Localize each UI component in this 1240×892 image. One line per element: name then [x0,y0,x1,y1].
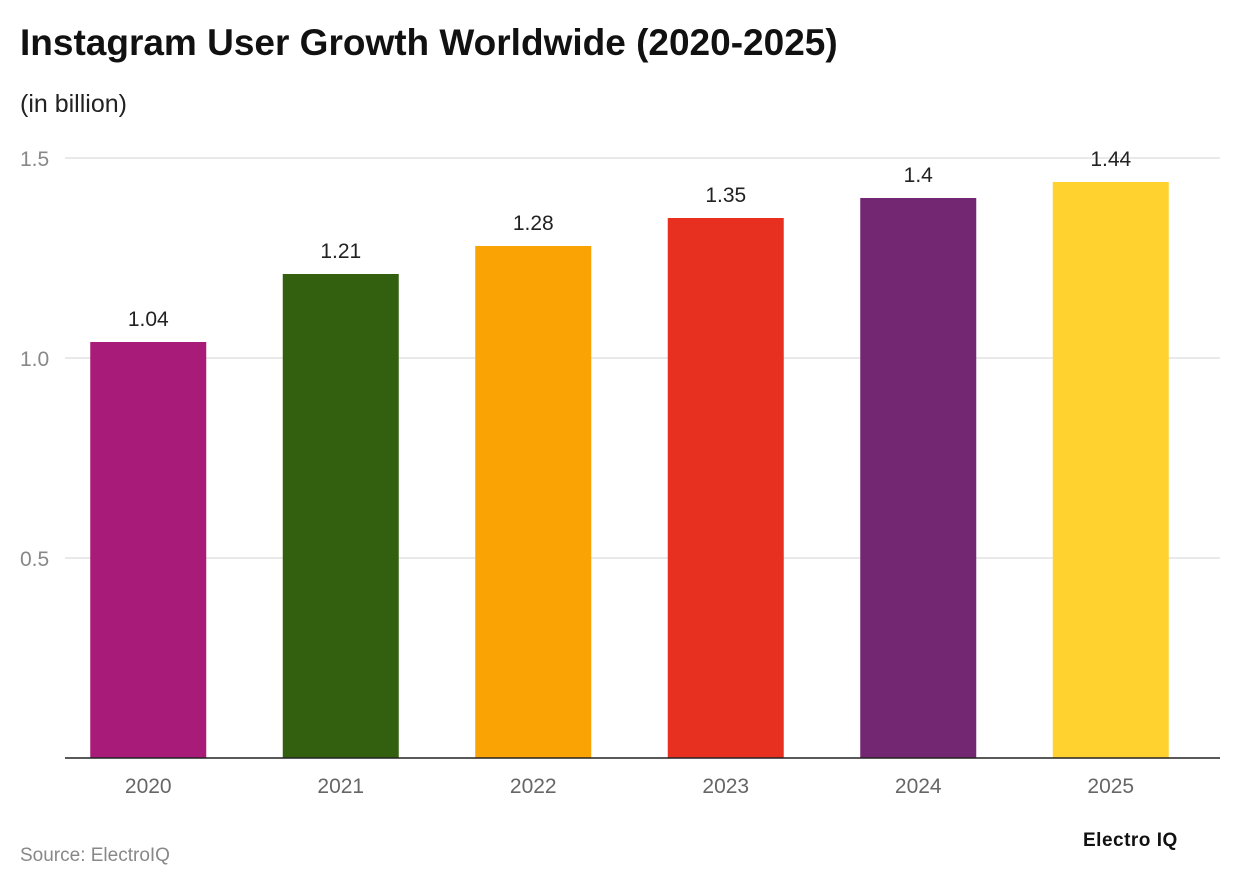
data-label: 1.4 [904,164,934,187]
data-label: 1.04 [128,308,169,331]
x-tick-label: 2025 [1087,775,1134,798]
y-tick-label: 1.0 [20,348,49,371]
data-label: 1.21 [320,240,361,263]
data-label: 1.28 [513,212,554,235]
chart-subtitle: (in billion) [20,90,127,118]
bar-2023 [667,218,784,758]
source-note: Source: ElectroIQ [20,845,170,866]
y-tick-label: 1.5 [20,148,49,171]
bar-2022 [475,246,592,758]
x-tick-label: 2022 [510,775,557,798]
x-tick-label: 2021 [317,775,364,798]
data-label: 1.44 [1090,148,1131,171]
x-tick-label: 2024 [895,775,942,798]
bar-2025 [1052,182,1169,758]
x-tick-label: 2023 [702,775,749,798]
brand-logo: Electro IQ [1083,830,1178,851]
bar-2020 [90,342,207,758]
x-tick-label: 2020 [125,775,172,798]
y-tick-label: 0.5 [20,548,49,571]
bar-2024 [860,198,977,758]
chart-title: Instagram User Growth Worldwide (2020-20… [20,22,838,63]
data-label: 1.35 [705,184,746,207]
bar-2021 [282,274,399,758]
